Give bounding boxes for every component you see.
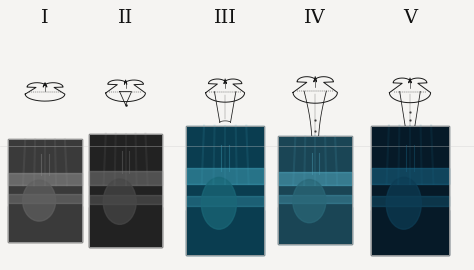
Bar: [8, 206, 82, 242]
Text: I: I: [41, 9, 49, 28]
Ellipse shape: [386, 177, 421, 229]
Bar: [89, 171, 162, 185]
Text: IV: IV: [304, 9, 326, 28]
Bar: [279, 136, 352, 244]
Bar: [186, 126, 264, 255]
Bar: [371, 126, 449, 255]
Bar: [8, 139, 82, 242]
Ellipse shape: [201, 177, 237, 229]
Bar: [371, 168, 449, 184]
Bar: [8, 173, 82, 185]
Bar: [186, 168, 264, 184]
Bar: [279, 172, 352, 185]
Bar: [89, 207, 162, 247]
Bar: [186, 210, 264, 255]
Bar: [279, 136, 352, 244]
Bar: [279, 195, 352, 203]
Bar: [186, 195, 264, 206]
Bar: [89, 134, 162, 247]
Text: V: V: [403, 9, 417, 28]
Bar: [89, 195, 162, 204]
Bar: [371, 126, 449, 255]
Bar: [371, 195, 449, 206]
Bar: [186, 126, 264, 255]
Text: III: III: [214, 9, 237, 28]
Bar: [89, 134, 162, 247]
Bar: [8, 194, 82, 203]
Bar: [8, 139, 82, 242]
Ellipse shape: [103, 179, 136, 224]
Ellipse shape: [23, 180, 55, 221]
Ellipse shape: [293, 180, 326, 223]
Bar: [279, 207, 352, 244]
Text: II: II: [118, 9, 133, 28]
Bar: [371, 210, 449, 255]
